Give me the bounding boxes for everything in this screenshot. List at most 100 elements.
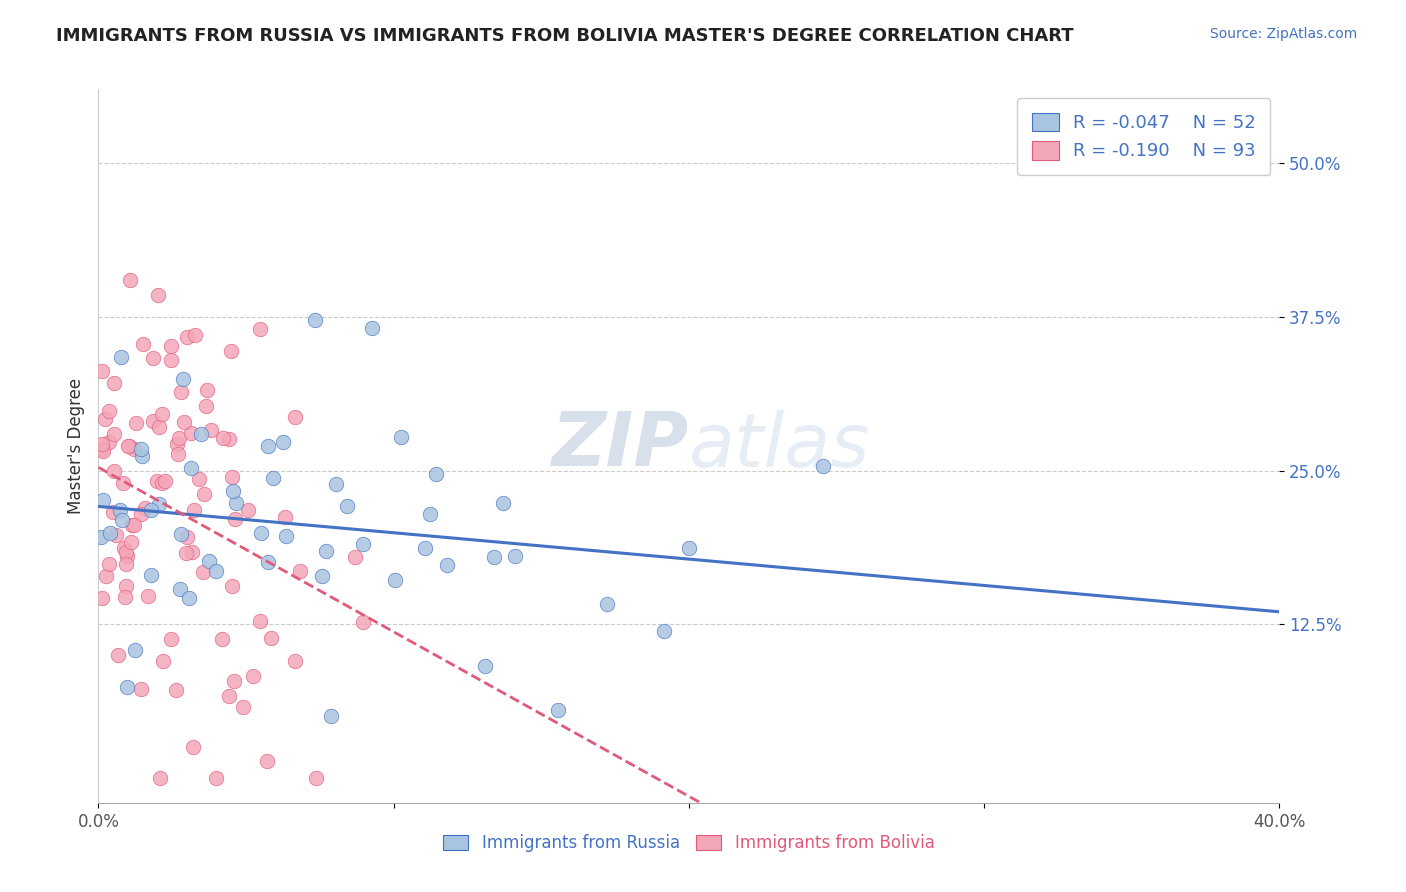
- Point: [222, 673, 245, 688]
- Point: [167, 446, 190, 460]
- Point: [197, 383, 219, 397]
- Point: [219, 343, 242, 358]
- Point: [811, 458, 834, 473]
- Point: [149, 771, 172, 785]
- Point: [249, 322, 271, 336]
- Point: [114, 545, 136, 559]
- Point: [212, 431, 235, 445]
- Point: [153, 474, 176, 488]
- Point: [115, 558, 138, 572]
- Point: [257, 555, 280, 569]
- Point: [249, 614, 271, 628]
- Point: [93, 493, 115, 508]
- Point: [204, 771, 226, 785]
- Point: [257, 439, 280, 453]
- Text: Source: ZipAtlas.com: Source: ZipAtlas.com: [1209, 27, 1357, 41]
- Point: [136, 589, 159, 603]
- Point: [150, 475, 173, 490]
- Point: [129, 507, 152, 521]
- Point: [183, 740, 205, 755]
- Point: [166, 436, 188, 450]
- Point: [129, 442, 152, 457]
- Point: [222, 483, 245, 498]
- Point: [139, 567, 162, 582]
- Text: ZIP: ZIP: [551, 409, 689, 483]
- Point: [221, 579, 243, 593]
- Point: [91, 444, 114, 458]
- Point: [352, 537, 374, 551]
- Point: [96, 569, 118, 583]
- Point: [652, 624, 675, 638]
- Point: [103, 427, 125, 442]
- Point: [142, 351, 165, 366]
- Point: [107, 648, 129, 662]
- Point: [148, 419, 170, 434]
- Point: [180, 425, 202, 440]
- Point: [176, 330, 198, 344]
- Point: [176, 530, 198, 544]
- Point: [111, 476, 134, 491]
- Point: [173, 416, 195, 430]
- Point: [97, 558, 120, 572]
- Point: [104, 527, 127, 541]
- Point: [190, 427, 212, 442]
- Text: IMMIGRANTS FROM RUSSIA VS IMMIGRANTS FROM BOLIVIA MASTER'S DEGREE CORRELATION CH: IMMIGRANTS FROM RUSSIA VS IMMIGRANTS FRO…: [56, 27, 1074, 45]
- Point: [139, 502, 162, 516]
- Point: [160, 352, 183, 367]
- Point: [221, 470, 243, 484]
- Point: [114, 541, 136, 556]
- Point: [159, 339, 181, 353]
- Point: [284, 409, 307, 424]
- Point: [169, 582, 191, 596]
- Point: [319, 709, 342, 723]
- Point: [218, 689, 240, 703]
- Point: [242, 669, 264, 683]
- Point: [250, 526, 273, 541]
- Point: [180, 545, 202, 559]
- Point: [315, 544, 337, 558]
- Point: [90, 591, 112, 605]
- Point: [188, 472, 211, 486]
- Point: [304, 313, 326, 327]
- Point: [179, 591, 201, 605]
- Point: [205, 565, 228, 579]
- Point: [120, 534, 142, 549]
- Point: [352, 615, 374, 629]
- Point: [256, 754, 278, 768]
- Point: [343, 550, 366, 565]
- Point: [596, 597, 619, 611]
- Point: [482, 549, 505, 564]
- Point: [425, 467, 447, 482]
- Point: [90, 436, 112, 450]
- Point: [384, 573, 406, 587]
- Point: [125, 416, 148, 430]
- Point: [474, 659, 496, 673]
- Point: [110, 513, 132, 527]
- Point: [325, 477, 347, 491]
- Point: [290, 565, 312, 579]
- Point: [122, 442, 145, 456]
- Point: [122, 518, 145, 533]
- Point: [150, 407, 173, 421]
- Point: [110, 503, 132, 517]
- Point: [191, 566, 214, 580]
- Point: [183, 503, 205, 517]
- Point: [148, 288, 170, 302]
- Point: [436, 558, 458, 572]
- Point: [132, 337, 155, 351]
- Point: [90, 530, 112, 544]
- Point: [225, 496, 247, 510]
- Point: [218, 433, 240, 447]
- Point: [90, 442, 112, 456]
- Point: [195, 399, 218, 413]
- Point: [238, 503, 260, 517]
- Point: [311, 568, 333, 582]
- Point: [142, 414, 165, 428]
- Point: [180, 461, 202, 475]
- Point: [336, 499, 359, 513]
- Point: [284, 654, 307, 668]
- Point: [118, 439, 141, 453]
- Point: [131, 449, 153, 463]
- Point: [211, 632, 233, 646]
- Point: [124, 643, 146, 657]
